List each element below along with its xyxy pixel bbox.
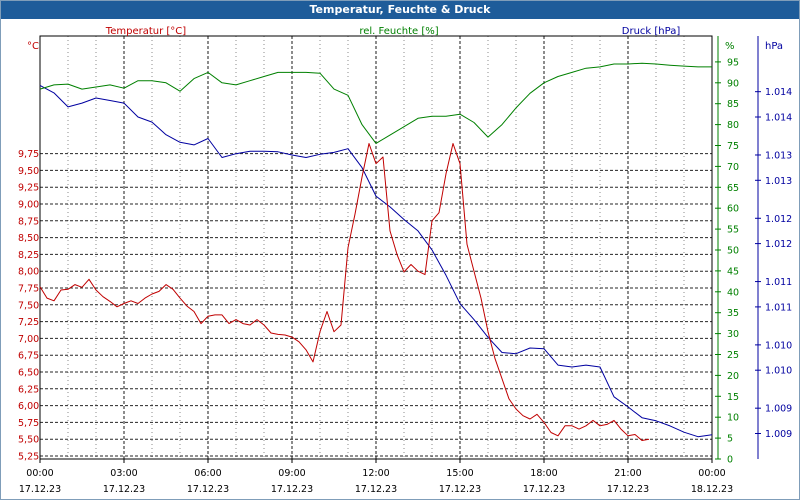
left-tick-label: 9,25 bbox=[18, 183, 39, 194]
time-tick-label: 21:00 bbox=[614, 468, 641, 479]
humidity-tick-label: 15 bbox=[727, 392, 739, 403]
pressure-line bbox=[39, 84, 713, 438]
humidity-tick-label: 90 bbox=[727, 78, 739, 89]
humidity-tick-label: 75 bbox=[727, 141, 739, 152]
left-tick-label: 5,75 bbox=[18, 418, 39, 429]
pressure-tick-label: 1.009 bbox=[765, 404, 792, 415]
left-tick-label: 9,75 bbox=[18, 149, 39, 160]
humidity-tick-label: 55 bbox=[727, 225, 739, 236]
legend-temperature: Temperatur [°C] bbox=[105, 26, 186, 37]
date-tick-label: 17.12.23 bbox=[187, 484, 229, 495]
pressure-tick-label: 1.014 bbox=[765, 87, 792, 98]
humidity-tick-label: 20 bbox=[727, 371, 739, 382]
pressure-tick-label: 1.012 bbox=[765, 239, 792, 250]
left-tick-label: 8,00 bbox=[18, 267, 39, 278]
legend-humidity: rel. Feuchte [%] bbox=[359, 26, 438, 37]
vertical-grid bbox=[67, 36, 685, 459]
left-tick-label: 7,50 bbox=[18, 300, 39, 311]
date-tick-label: 17.12.23 bbox=[607, 484, 649, 495]
pressure-tick-label: 1.010 bbox=[765, 340, 792, 351]
time-tick-label: 15:00 bbox=[446, 468, 473, 479]
humidity-tick-label: 35 bbox=[727, 308, 739, 319]
date-tick-label: 17.12.23 bbox=[439, 484, 481, 495]
pressure-tick-label: 1.010 bbox=[765, 366, 792, 377]
humidity-tick-label: 70 bbox=[727, 162, 739, 173]
humidity-tick-label: 0 bbox=[727, 455, 733, 466]
left-tick-label: 8,25 bbox=[18, 250, 39, 261]
humidity-axis-ticks: 0 5 10 15 20 25 30 35 40 45 50 55 60 65 70 75 80 85 90 95 bbox=[715, 36, 739, 466]
date-tick-label: 17.12.23 bbox=[523, 484, 565, 495]
left-tick-label: 5,50 bbox=[18, 435, 39, 446]
humidity-tick-label: 65 bbox=[727, 183, 739, 194]
humidity-tick-label: 60 bbox=[727, 204, 739, 215]
left-axis-ticks: 5,25 5,50 5,75 6,00 6,25 6,50 6,75 7,00 7,25 7,50… bbox=[18, 149, 39, 462]
humidity-tick-label: 25 bbox=[727, 350, 739, 361]
pressure-tick-label: 1.009 bbox=[765, 429, 792, 440]
humidity-tick-label: 40 bbox=[727, 287, 739, 298]
time-tick-label: 18:00 bbox=[530, 468, 557, 479]
left-tick-label: 5,25 bbox=[18, 452, 39, 463]
pressure-tick-label: 1.011 bbox=[765, 277, 792, 288]
left-tick-label: 9,50 bbox=[18, 166, 39, 177]
time-tick-label: 03:00 bbox=[110, 468, 137, 479]
time-tick-label: 00:00 bbox=[698, 468, 725, 479]
humidity-tick-label: 30 bbox=[727, 329, 739, 340]
time-axis-ticks: 00:00 17.12.23 03:00 17.12.23 06:00 17.12.23 0… bbox=[19, 459, 733, 495]
left-tick-label: 9,00 bbox=[18, 200, 39, 211]
series-lines bbox=[39, 62, 713, 441]
humidity-tick-label: 10 bbox=[727, 413, 739, 424]
left-tick-label: 8,50 bbox=[18, 233, 39, 244]
date-tick-label: 18.12.23 bbox=[691, 484, 733, 495]
humidity-tick-label: 80 bbox=[727, 120, 739, 131]
pressure-axis-unit: hPa bbox=[765, 41, 783, 52]
humidity-tick-label: 5 bbox=[727, 434, 733, 445]
pressure-tick-label: 1.013 bbox=[765, 176, 792, 187]
time-tick-label: 00:00 bbox=[26, 468, 53, 479]
horizontal-grid bbox=[40, 153, 712, 457]
pressure-tick-label: 1.013 bbox=[765, 150, 792, 161]
left-tick-label: 7,00 bbox=[18, 334, 39, 345]
window-title: Temperatur, Feuchte & Druck bbox=[1, 1, 799, 19]
humidity-tick-label: 95 bbox=[727, 57, 739, 68]
left-tick-label: 6,75 bbox=[18, 351, 39, 362]
temperature-line bbox=[39, 143, 650, 441]
pressure-tick-label: 1.011 bbox=[765, 302, 792, 313]
humidity-tick-label: 85 bbox=[727, 99, 739, 110]
humidity-tick-label: 50 bbox=[727, 246, 739, 257]
left-tick-label: 7,75 bbox=[18, 284, 39, 295]
date-tick-label: 17.12.23 bbox=[19, 484, 61, 495]
date-tick-label: 17.12.23 bbox=[271, 484, 313, 495]
humidity-tick-label: 45 bbox=[727, 266, 739, 277]
pressure-tick-label: 1.012 bbox=[765, 214, 792, 225]
left-tick-label: 6,50 bbox=[18, 368, 39, 379]
date-tick-label: 17.12.23 bbox=[103, 484, 145, 495]
left-tick-label: 8,75 bbox=[18, 216, 39, 227]
date-tick-label: 17.12.23 bbox=[355, 484, 397, 495]
humidity-axis-unit: % bbox=[725, 41, 735, 52]
pressure-axis-ticks: 1.014 1.014 1.013 1.013 1.012 1.012 1.011 1.011… bbox=[755, 36, 792, 459]
legend-pressure: Druck [hPa] bbox=[622, 26, 681, 37]
pressure-tick-label: 1.014 bbox=[765, 113, 792, 124]
time-tick-label: 06:00 bbox=[194, 468, 221, 479]
time-tick-label: 09:00 bbox=[278, 468, 305, 479]
humidity-line bbox=[39, 62, 712, 144]
left-tick-label: 6,00 bbox=[18, 401, 39, 412]
time-tick-label: 12:00 bbox=[362, 468, 389, 479]
left-axis-unit: °C bbox=[27, 41, 39, 52]
left-tick-label: 7,25 bbox=[18, 317, 39, 328]
left-tick-label: 6,25 bbox=[18, 384, 39, 395]
